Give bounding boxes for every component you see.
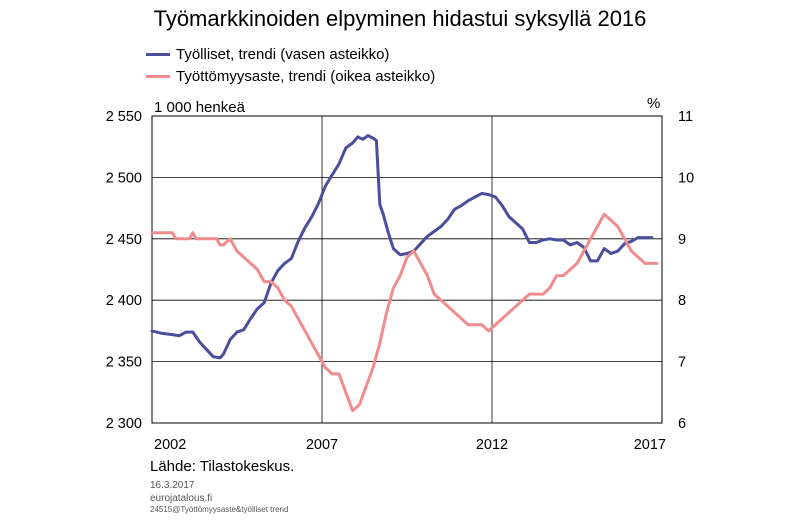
series-line-unemployment xyxy=(150,212,659,413)
left-axis-unit: 1 000 henkeä xyxy=(154,99,245,116)
left-tick-label: 2 550 xyxy=(106,109,142,125)
left-tick-label: 2 500 xyxy=(106,170,142,186)
right-tick-label: 6 xyxy=(678,416,686,432)
x-tick-label: 2002 xyxy=(154,437,186,453)
footer-site: eurojatalous.fi xyxy=(150,493,213,504)
legend-item-employed: Työlliset, trendi (vasen asteikko) xyxy=(146,46,389,63)
x-tick-label: 2017 xyxy=(634,437,666,453)
plot-frame xyxy=(151,115,663,424)
right-tick-label: 8 xyxy=(678,293,686,309)
x-tick-label: 2007 xyxy=(306,437,338,453)
series-line-employed xyxy=(150,134,654,360)
footer-id: 24515@Työttömyysaste&työlliset trend xyxy=(150,505,289,514)
left-tick-label: 2 400 xyxy=(106,293,142,309)
left-tick-label: 2 450 xyxy=(106,232,142,248)
chart-title: Työmarkkinoiden elpyminen hidastui syksy… xyxy=(153,6,647,31)
right-tick-label: 7 xyxy=(678,355,686,371)
x-tick-label: 2012 xyxy=(476,437,508,453)
right-tick-label: 9 xyxy=(678,232,686,248)
footer-date: 16.3.2017 xyxy=(150,480,195,491)
source-note: Lähde: Tilastokeskus. xyxy=(150,458,295,475)
legend-swatch-employed xyxy=(146,53,170,56)
right-axis-unit: % xyxy=(647,95,661,112)
legend-label-employed: Työlliset, trendi (vasen asteikko) xyxy=(176,46,390,63)
legend-item-unemployment: Työttömyysaste, trendi (oikea asteikko) xyxy=(146,68,435,85)
left-tick-label: 2 300 xyxy=(106,416,142,432)
legend-label-unemployment: Työttömyysaste, trendi (oikea asteikko) xyxy=(176,68,436,85)
left-tick-label: 2 350 xyxy=(106,355,142,371)
legend-swatch-unemployment xyxy=(146,75,170,78)
right-tick-label: 11 xyxy=(678,109,693,125)
right-tick-label: 10 xyxy=(678,170,694,186)
